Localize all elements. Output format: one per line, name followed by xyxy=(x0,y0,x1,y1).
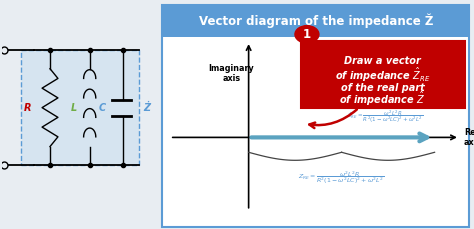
Text: $Z_{RE}=\dfrac{\omega^2L^2R}{R^2(1-\omega^2LC)^2+\omega^2L^2}$: $Z_{RE}=\dfrac{\omega^2L^2R}{R^2(1-\omeg… xyxy=(299,169,385,187)
Text: $\hat{Z}_{RE}=\dfrac{\omega^2L^2R}{R^2(1-\omega^2LC)^2+\omega^2L^2}$: $\hat{Z}_{RE}=\dfrac{\omega^2L^2R}{R^2(1… xyxy=(347,108,424,125)
Text: Vector diagram of the impedance Ž: Vector diagram of the impedance Ž xyxy=(199,13,434,28)
FancyBboxPatch shape xyxy=(301,41,465,108)
FancyBboxPatch shape xyxy=(162,5,469,227)
Text: Imaginary
axis: Imaginary axis xyxy=(209,64,254,83)
FancyBboxPatch shape xyxy=(162,5,469,37)
Text: of impedance $\hat{Z}$: of impedance $\hat{Z}$ xyxy=(339,90,426,108)
Text: C: C xyxy=(99,103,106,113)
Text: R: R xyxy=(24,103,32,113)
Text: 1: 1 xyxy=(303,28,311,41)
FancyBboxPatch shape xyxy=(21,50,139,165)
Text: L: L xyxy=(71,103,77,113)
Circle shape xyxy=(295,26,319,43)
Text: Real
axis: Real axis xyxy=(464,128,474,147)
Text: of the real part: of the real part xyxy=(341,83,424,93)
Text: Ż: Ż xyxy=(143,103,150,113)
Text: Draw a vector: Draw a vector xyxy=(344,56,421,66)
Text: of impedance $\hat{Z}_{RE}$: of impedance $\hat{Z}_{RE}$ xyxy=(335,65,430,84)
